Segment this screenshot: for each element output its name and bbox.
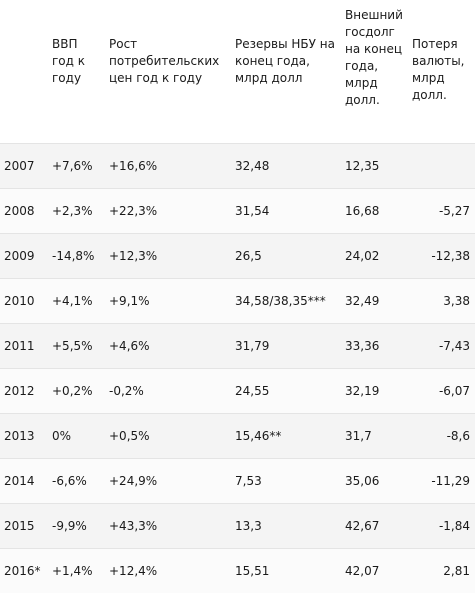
- header-currency-loss: Потеря валюты, млрд долл.: [412, 37, 465, 102]
- cell-currency-loss: -6,07: [438, 383, 470, 398]
- cell-cpi: +12,4%: [109, 563, 158, 578]
- cell-year: 2011: [4, 338, 35, 353]
- table-row: 2011 +5,5% +4,6% 31,79 33,36 -7,43: [0, 323, 475, 368]
- cell-external-debt: 33,36: [345, 338, 380, 353]
- cell-external-debt: 35,06: [345, 473, 380, 488]
- cell-cpi: +16,6%: [109, 158, 158, 173]
- table-row: 2012 +0,2% -0,2% 24,55 32,19 -6,07: [0, 368, 475, 413]
- cell-cpi: +0,5%: [109, 428, 150, 443]
- cell-cpi: -0,2%: [109, 383, 144, 398]
- header-reserves: Резервы НБУ на конец года, млрд долл: [235, 37, 335, 85]
- cell-year: 2012: [4, 383, 35, 398]
- cell-gdp: +1,4%: [52, 563, 93, 578]
- cell-year: 2007: [4, 158, 35, 173]
- cell-gdp: -14,8%: [52, 248, 95, 263]
- cell-cpi: +12,3%: [109, 248, 158, 263]
- cell-external-debt: 42,07: [345, 563, 380, 578]
- cell-cpi: +24,9%: [109, 473, 158, 488]
- table-row: 2007 +7,6% +16,6% 32,48 12,35: [0, 143, 475, 188]
- cell-year: 2009: [4, 248, 35, 263]
- cell-cpi: +22,3%: [109, 203, 158, 218]
- table-row: 2010 +4,1% +9,1% 34,58/38,35*** 32,49 3,…: [0, 278, 475, 323]
- table-row: 2009 -14,8% +12,3% 26,5 24,02 -12,38: [0, 233, 475, 278]
- table-row: 2014 -6,6% +24,9% 7,53 35,06 -11,29: [0, 458, 475, 503]
- cell-year: 2010: [4, 293, 35, 308]
- cell-currency-loss: -11,29: [431, 473, 470, 488]
- cell-reserves: 13,3: [235, 518, 262, 533]
- cell-currency-loss: 3,38: [443, 293, 470, 308]
- cell-reserves: 31,54: [235, 203, 270, 218]
- cell-reserves: 34,58/38,35***: [235, 293, 326, 308]
- cell-year: 2014: [4, 473, 35, 488]
- cell-gdp: -6,6%: [52, 473, 87, 488]
- cell-gdp: 0%: [52, 428, 72, 443]
- cell-currency-loss: -7,43: [438, 338, 470, 353]
- cell-reserves: 26,5: [235, 248, 262, 263]
- cell-year: 2015: [4, 518, 35, 533]
- cell-external-debt: 32,19: [345, 383, 380, 398]
- cell-reserves: 31,79: [235, 338, 270, 353]
- header-gdp: ВВП год к году: [52, 37, 86, 85]
- header-row: ВВП год к году Рост потребительских цен …: [0, 0, 475, 143]
- cell-year: 2016*: [4, 563, 41, 578]
- cell-gdp: +0,2%: [52, 383, 93, 398]
- cell-reserves: 15,51: [235, 563, 270, 578]
- cell-gdp: +4,1%: [52, 293, 93, 308]
- cell-year: 2008: [4, 203, 35, 218]
- cell-currency-loss: -1,84: [438, 518, 470, 533]
- cell-cpi: +4,6%: [109, 338, 150, 353]
- cell-currency-loss: 2,81: [443, 563, 470, 578]
- cell-reserves: 32,48: [235, 158, 270, 173]
- cell-external-debt: 24,02: [345, 248, 380, 263]
- header-year: [0, 0, 48, 143]
- cell-external-debt: 12,35: [345, 158, 380, 173]
- header-cpi: Рост потребительских цен год к году: [109, 37, 220, 85]
- cell-year: 2013: [4, 428, 35, 443]
- cell-gdp: +2,3%: [52, 203, 93, 218]
- table-row: 2016* +1,4% +12,4% 15,51 42,07 2,81: [0, 548, 475, 593]
- cell-currency-loss: -8,6: [446, 428, 470, 443]
- cell-currency-loss: -5,27: [438, 203, 470, 218]
- cell-gdp: +5,5%: [52, 338, 93, 353]
- cell-currency-loss: [408, 143, 475, 188]
- cell-reserves: 24,55: [235, 383, 270, 398]
- cell-external-debt: 16,68: [345, 203, 380, 218]
- table-row: 2015 -9,9% +43,3% 13,3 42,67 -1,84: [0, 503, 475, 548]
- cell-gdp: -9,9%: [52, 518, 87, 533]
- table-row: 2013 0% +0,5% 15,46** 31,7 -8,6: [0, 413, 475, 458]
- cell-gdp: +7,6%: [52, 158, 93, 173]
- cell-cpi: +9,1%: [109, 293, 150, 308]
- header-external-debt: Внешний госдолг на конец года, млрд долл…: [345, 8, 403, 107]
- cell-external-debt: 42,67: [345, 518, 380, 533]
- cell-reserves: 15,46**: [235, 428, 282, 443]
- cell-reserves: 7,53: [235, 473, 262, 488]
- cell-external-debt: 31,7: [345, 428, 372, 443]
- cell-currency-loss: -12,38: [431, 248, 470, 263]
- cell-external-debt: 32,49: [345, 293, 380, 308]
- cell-cpi: +43,3%: [109, 518, 158, 533]
- table-row: 2008 +2,3% +22,3% 31,54 16,68 -5,27: [0, 188, 475, 233]
